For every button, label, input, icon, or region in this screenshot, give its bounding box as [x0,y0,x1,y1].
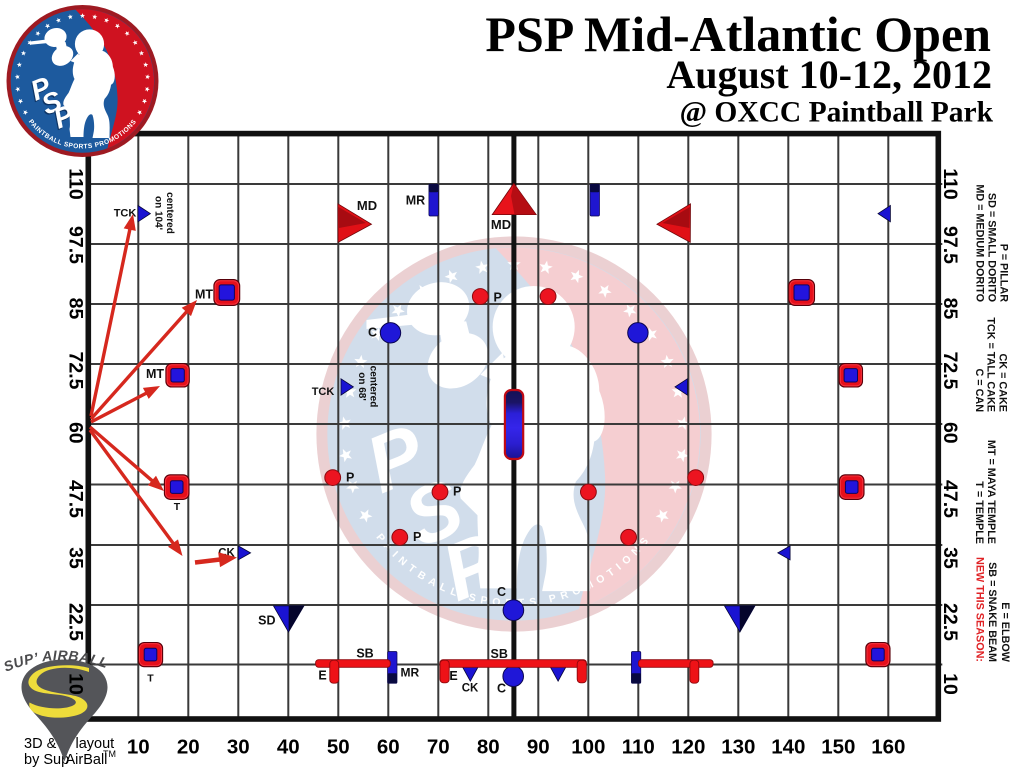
svg-text:50: 50 [327,736,350,759]
svg-text:SD: SD [258,614,275,628]
svg-text:centered: centered [164,192,175,234]
svg-text:3D &: 3D & [24,736,57,752]
svg-text:MD: MD [357,198,377,213]
svg-text:C: C [368,326,377,340]
svg-text:PSP Mid-Atlantic Open: PSP Mid-Atlantic Open [485,6,991,62]
svg-text:P: P [494,291,502,305]
svg-text:T: T [174,501,181,513]
svg-text:on 104': on 104' [153,196,164,230]
svg-text:97.5: 97.5 [65,226,87,264]
svg-text:110: 110 [622,736,655,759]
svg-text:T: T [147,673,154,685]
svg-text:150: 150 [821,736,855,759]
svg-text:P = PILLAR: P = PILLAR [998,244,1010,302]
svg-text:90: 90 [527,736,550,759]
svg-text:SB: SB [356,647,373,661]
svg-text:August 10-12, 2012: August 10-12, 2012 [666,52,992,97]
svg-text:P: P [346,471,354,485]
svg-text:70: 70 [427,736,450,759]
svg-text:80: 80 [477,736,500,759]
svg-text:85: 85 [65,298,87,320]
svg-text:60: 60 [377,736,400,759]
svg-text:SD = SMALL DORITO: SD = SMALL DORITO [986,193,998,302]
svg-text:97.5: 97.5 [939,226,961,264]
svg-text:CK: CK [462,683,479,695]
svg-text:SB: SB [491,647,508,661]
svg-text:NEW THIS SEASON:: NEW THIS SEASON: [974,557,986,662]
svg-text:MT: MT [195,288,213,302]
svg-text:TCK: TCK [114,208,137,220]
svg-text:72.5: 72.5 [939,352,961,390]
svg-text:47.5: 47.5 [65,480,87,518]
svg-text:20: 20 [177,736,200,759]
svg-text:60: 60 [939,422,961,444]
svg-text:22.5: 22.5 [939,603,961,641]
svg-text:AirBall: AirBall [66,752,108,768]
svg-text:SB = SNAKE BEAM: SB = SNAKE BEAM [986,562,998,662]
svg-text:P: P [413,530,421,544]
svg-text:30: 30 [227,736,250,759]
svg-text:160: 160 [871,736,905,759]
svg-text:35: 35 [65,547,87,569]
svg-text:10: 10 [939,673,961,695]
svg-text:35: 35 [939,547,961,569]
svg-text:MT: MT [146,367,164,381]
svg-text:TCK: TCK [312,386,335,398]
svg-text:E: E [449,669,457,683]
svg-text:P: P [453,485,461,499]
svg-text:47.5: 47.5 [939,480,961,518]
svg-text:85: 85 [939,298,961,320]
svg-text:60: 60 [65,422,87,444]
svg-text:110: 110 [939,168,961,200]
svg-text:centered: centered [367,366,378,408]
svg-text:MT = MAYA TEMPLE: MT = MAYA TEMPLE [985,440,997,544]
svg-text:MD = MEDIUM DORITO: MD = MEDIUM DORITO [974,184,986,302]
svg-text:T = TEMPLE: T = TEMPLE [973,481,985,544]
svg-text:120: 120 [671,736,705,759]
svg-text:C = CAN: C = CAN [973,369,985,413]
svg-text:130: 130 [721,736,755,759]
svg-text:TM: TM [103,749,116,759]
svg-text:layout: layout [76,736,115,752]
svg-text:MR: MR [406,194,425,208]
svg-text:72.5: 72.5 [65,352,87,390]
svg-text:140: 140 [771,736,805,759]
svg-text:C: C [497,682,506,696]
svg-text:C: C [497,585,506,599]
svg-text:@ OXCC Paintball Park: @ OXCC Paintball Park [680,97,994,129]
svg-text:22.5: 22.5 [65,603,87,641]
svg-text:MD: MD [491,217,511,232]
svg-text:TCK = TALL CAKE: TCK = TALL CAKE [985,317,997,412]
svg-text:CK = CAKE: CK = CAKE [997,354,1009,413]
svg-text:E: E [318,669,326,683]
svg-text:100: 100 [571,736,605,759]
svg-text:40: 40 [277,736,300,759]
svg-text:E = ELBOW: E = ELBOW [999,602,1011,662]
svg-text:on 68': on 68' [356,372,367,401]
svg-text:10: 10 [65,673,87,695]
svg-text:by Sup: by Sup [24,752,69,768]
svg-text:MR: MR [401,666,420,680]
svg-text:110: 110 [65,168,87,200]
svg-text:10: 10 [127,736,150,759]
